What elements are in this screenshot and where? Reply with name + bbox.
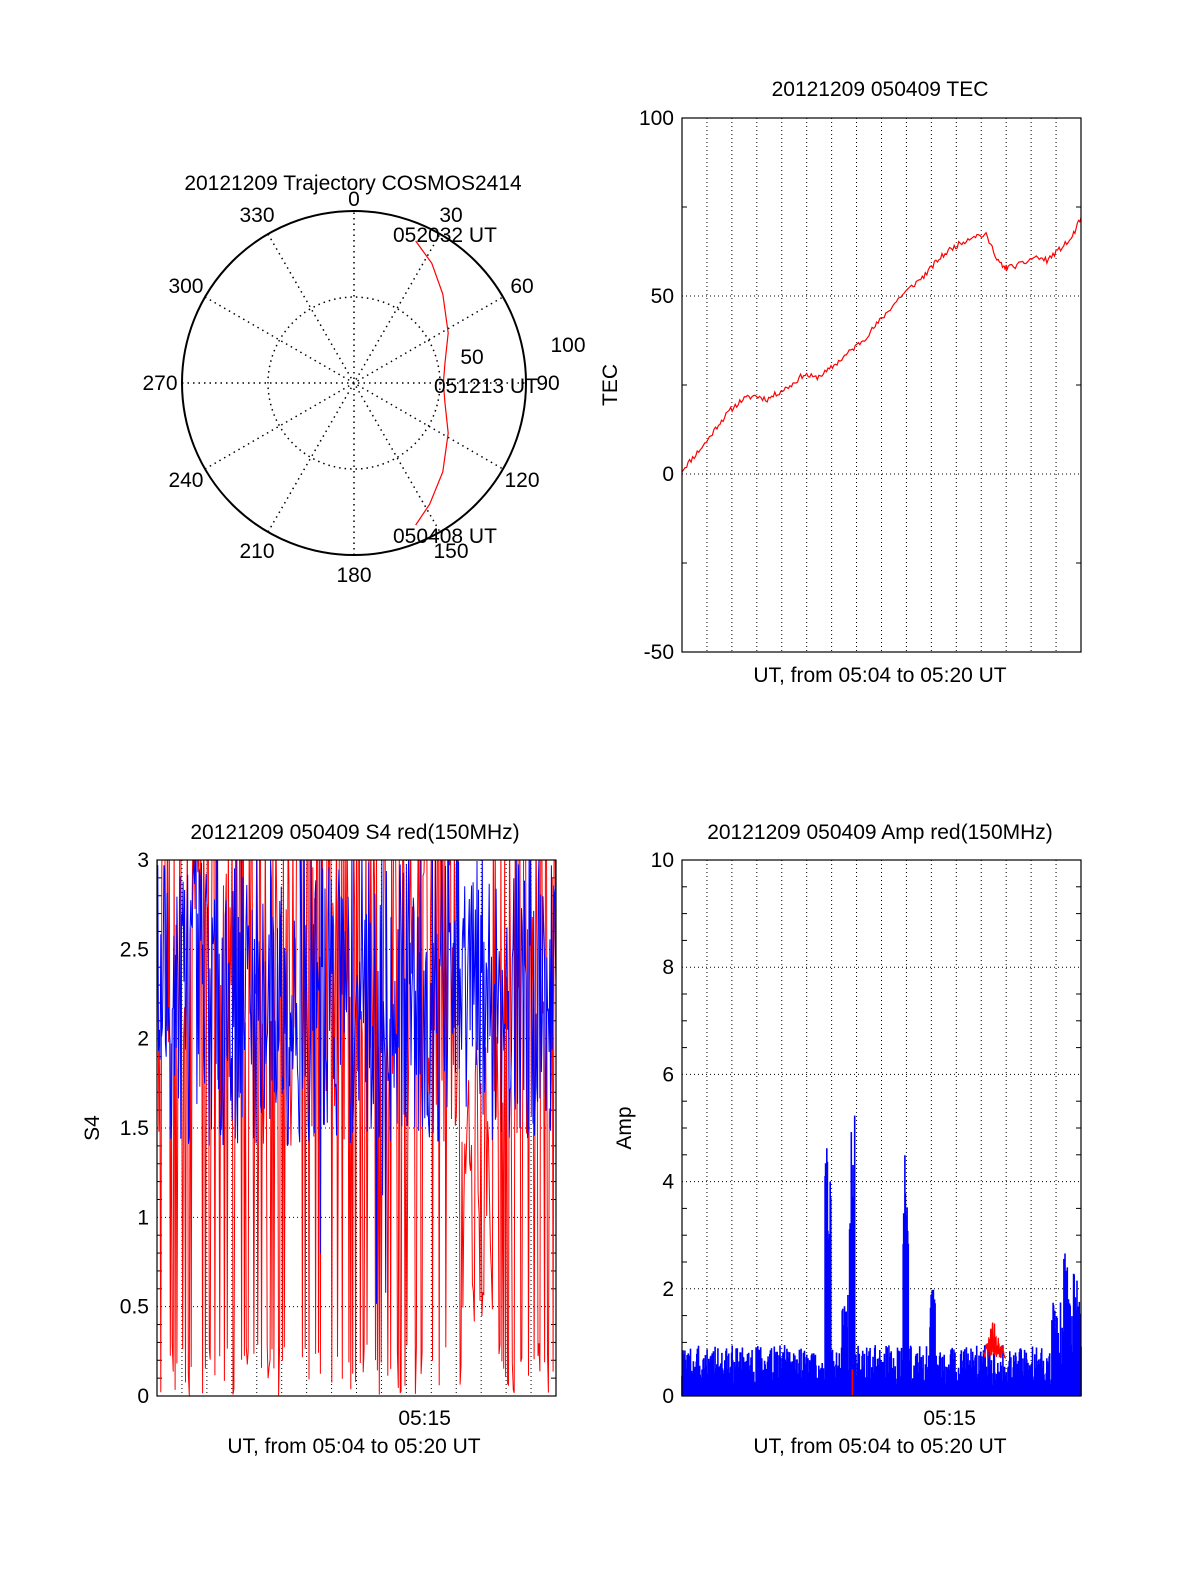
- amp-blue-series-line: [681, 1115, 1082, 1396]
- s4-ytick-label: 1: [137, 1206, 149, 1229]
- polar-radial-label-100: 100: [550, 334, 585, 357]
- s4-ytick-label: 3: [137, 849, 149, 872]
- polar-azimuth-label: 270: [142, 372, 177, 395]
- tec-series-line: [681, 217, 1082, 473]
- tec-ytick-label: 0: [662, 463, 674, 486]
- polar-azimuth-labels: 0 30 60 90 120 150 180 210 240 270 300 330: [142, 188, 559, 587]
- amp-ytick-label: 6: [662, 1063, 674, 1086]
- polar-spoke: [267, 233, 441, 533]
- tec-ytick-label: 50: [651, 285, 674, 308]
- tec-ylabel: TEC: [599, 364, 622, 406]
- s4-xlabel: UT, from 05:04 to 05:20 UT: [227, 1435, 480, 1458]
- s4-ytick-label: 0: [137, 1385, 149, 1408]
- s4-title: 20121209 050409 S4 red(150MHz): [190, 821, 519, 844]
- trajectory-end-label: 052032 UT: [393, 224, 497, 247]
- polar-radial-label-50: 50: [460, 346, 483, 369]
- tec-ytick-label: 100: [639, 107, 674, 130]
- polar-azimuth-label: 0: [348, 188, 360, 211]
- amp-xlabel: UT, from 05:04 to 05:20 UT: [753, 1435, 1006, 1458]
- amp-chart: 20121209 050409 Amp red(150MHz) UT, from…: [613, 821, 1082, 1458]
- amp-red-series-line: [983, 1322, 1007, 1359]
- tec-chart: 20121209 050409 TEC UT, from 05:04 to 05…: [599, 78, 1082, 687]
- polar-title: 20121209 Trajectory COSMOS2414: [184, 172, 522, 195]
- polar-grid: [181, 210, 527, 556]
- polar-azimuth-label: 90: [536, 372, 559, 395]
- s4-blue-series-line: [157, 860, 556, 1304]
- tec-xlabel: UT, from 05:04 to 05:20 UT: [753, 664, 1006, 687]
- polar-azimuth-label: 30: [439, 204, 462, 227]
- polar-azimuth-label: 180: [336, 564, 371, 587]
- polar-azimuth-label: 150: [433, 540, 468, 563]
- trajectory-line: [415, 240, 449, 526]
- trajectory-mid-label: 051213 UT: [434, 375, 538, 398]
- polar-azimuth-label: 300: [168, 275, 203, 298]
- amp-grid: [682, 860, 1081, 1396]
- polar-trajectory-plot: 20121209 Trajectory COSMOS2414 0 30 60 90 12…: [142, 172, 585, 587]
- polar-azimuth-label: 60: [510, 275, 533, 298]
- s4-ytick-label: 0.5: [120, 1296, 149, 1319]
- s4-ylabel: S4: [81, 1115, 104, 1141]
- amp-ytick-label: 0: [662, 1385, 674, 1408]
- amp-title: 20121209 050409 Amp red(150MHz): [707, 821, 1053, 844]
- polar-azimuth-label: 240: [168, 469, 203, 492]
- s4-xtick-label: 05:15: [398, 1407, 451, 1430]
- s4-red-series-line: [157, 860, 556, 1396]
- amp-ytick-label: 4: [662, 1171, 674, 1194]
- polar-azimuth-label: 210: [239, 540, 274, 563]
- amp-ytick-label: 10: [651, 849, 674, 872]
- tec-ytick-label: -50: [644, 641, 674, 664]
- amp-ylabel: Amp: [613, 1106, 636, 1149]
- amp-xtick-label: 05:15: [923, 1407, 976, 1430]
- polar-azimuth-label: 330: [239, 204, 274, 227]
- polar-inner-circle: [267, 296, 441, 470]
- tec-title: 20121209 050409 TEC: [772, 78, 989, 101]
- s4-ytick-label: 2: [137, 1028, 149, 1051]
- tec-grid: [682, 118, 1081, 652]
- s4-ytick-label: 2.5: [120, 938, 149, 961]
- s4-chart: 20121209 050409 S4 red(150MHz) UT, from …: [81, 821, 557, 1458]
- s4-ytick-label: 1.5: [120, 1117, 149, 1140]
- amp-plot-frame: [681, 859, 1082, 1397]
- amp-ytick-label: 8: [662, 956, 674, 979]
- amp-ytick-label: 2: [662, 1278, 674, 1301]
- trajectory-start-label: 050408 UT: [393, 525, 497, 548]
- polar-azimuth-label: 120: [504, 469, 539, 492]
- tec-plot-frame: [681, 117, 1082, 653]
- s4-plot-frame: [156, 859, 557, 1397]
